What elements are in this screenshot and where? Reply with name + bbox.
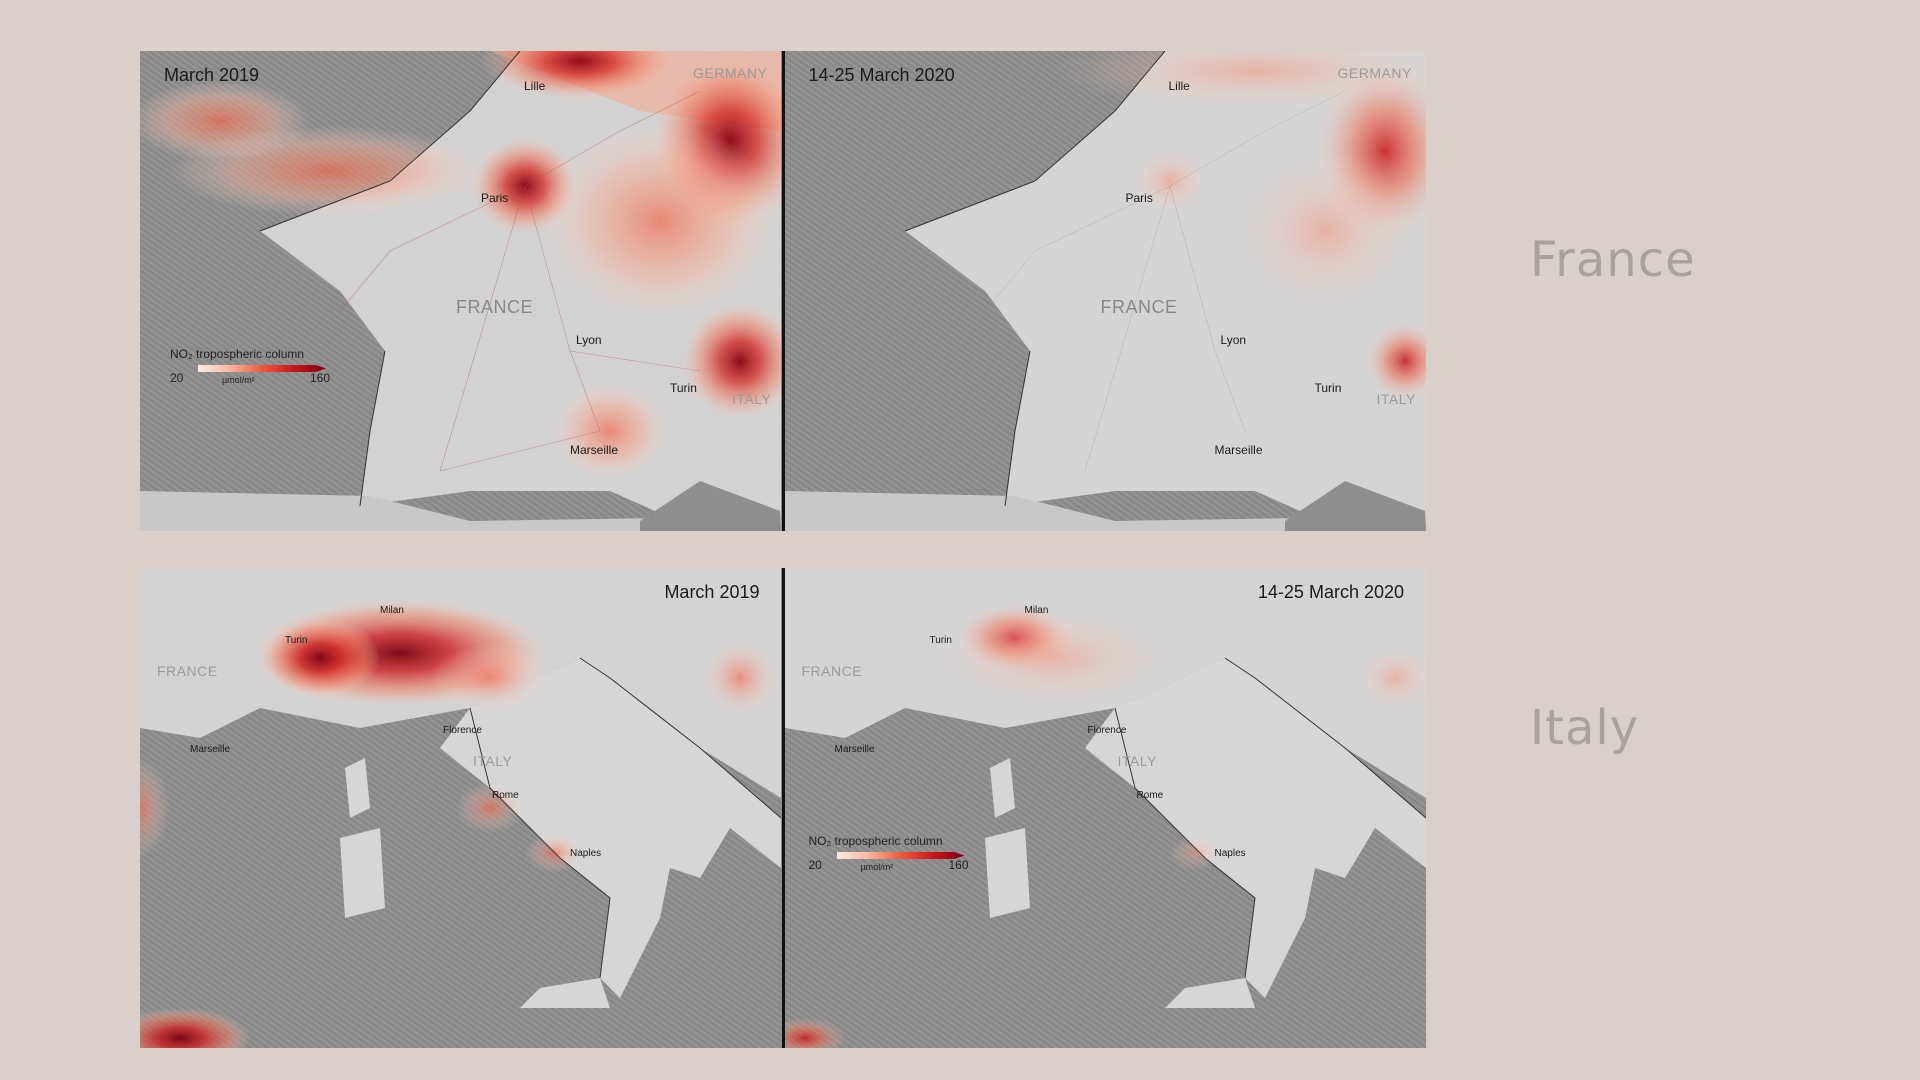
- legend-max: 160: [309, 371, 330, 385]
- france-2019-map-graphic: [140, 51, 781, 531]
- italy-map-row: March 2019 FRANCE ITALY Milan Turin Mars…: [140, 568, 1426, 1048]
- city-label-marseille: Marseille: [570, 443, 619, 457]
- panel-title: 14-25 March 2020: [808, 65, 955, 85]
- legend-color-bar: [836, 852, 965, 859]
- country-label-france: FRANCE: [801, 663, 863, 679]
- city-label-turin: Turin: [285, 635, 308, 646]
- legend-max: 160: [948, 858, 969, 872]
- city-label-lille: Lille: [524, 79, 546, 93]
- france-2019-map: March 2019 GERMANY FRANCE ITALY Lille Pa…: [140, 51, 782, 531]
- panel-title: March 2019: [664, 582, 760, 602]
- panel-title: 14-25 March 2020: [1257, 582, 1404, 602]
- legend-min: 20: [808, 858, 822, 872]
- country-label-germany: GERMANY: [1337, 65, 1412, 81]
- country-label-france: FRANCE: [456, 297, 534, 317]
- country-label-italy: ITALY: [1117, 753, 1157, 769]
- panel-title: March 2019: [164, 65, 260, 85]
- country-label-germany: GERMANY: [693, 65, 768, 81]
- region-label-italy: Italy: [1530, 700, 1640, 756]
- city-label-naples: Naples: [1214, 848, 1246, 859]
- country-label-italy: ITALY: [473, 753, 513, 769]
- no2-legend: NO₂ tropospheric column 20 µmol/m² 160: [809, 834, 969, 878]
- country-label-italy: ITALY: [732, 391, 772, 407]
- city-label-lyon: Lyon: [576, 333, 602, 347]
- city-label-florence: Florence: [443, 725, 482, 736]
- france-map-row: March 2019 GERMANY FRANCE ITALY Lille Pa…: [140, 51, 1426, 531]
- italy-2020-map: 14-25 March 2020 FRANCE ITALY Milan Turi…: [784, 568, 1426, 1048]
- city-label-turin: Turin: [1314, 381, 1342, 395]
- city-label-rome: Rome: [492, 790, 519, 801]
- legend-min: 20: [170, 371, 184, 385]
- region-label-france: France: [1530, 232, 1696, 288]
- city-label-lyon: Lyon: [1220, 333, 1247, 347]
- legend-color-bar: [198, 365, 326, 372]
- france-2020-map: 14-25 March 2020 GERMANY FRANCE ITALY Li…: [784, 51, 1426, 531]
- no2-legend: NO₂ tropospheric column 20 µmol/m² 160: [170, 347, 330, 391]
- city-label-turin: Turin: [670, 381, 697, 395]
- legend-title: NO₂ tropospheric column: [170, 347, 305, 361]
- italy-2020-map-graphic: [784, 568, 1426, 1048]
- city-label-marseille: Marseille: [1214, 443, 1263, 457]
- legend-unit: µmol/m²: [222, 375, 255, 385]
- city-label-milan: Milan: [380, 605, 404, 616]
- city-label-florence: Florence: [1087, 725, 1127, 736]
- city-label-turin: Turin: [929, 635, 952, 646]
- italy-2019-map-graphic: [140, 568, 781, 1048]
- city-label-marseille: Marseille: [190, 744, 231, 755]
- italy-2019-map: March 2019 FRANCE ITALY Milan Turin Mars…: [140, 568, 782, 1048]
- france-2020-map-graphic: [784, 51, 1426, 531]
- city-label-paris: Paris: [481, 191, 509, 205]
- country-label-italy: ITALY: [1376, 391, 1416, 407]
- country-label-france: FRANCE: [1100, 297, 1178, 317]
- city-label-marseille: Marseille: [834, 744, 875, 755]
- city-label-rome: Rome: [1136, 790, 1164, 801]
- city-label-naples: Naples: [570, 848, 602, 859]
- legend-unit: µmol/m²: [860, 862, 894, 872]
- country-label-france: FRANCE: [157, 663, 218, 679]
- legend-title: NO₂ tropospheric column: [808, 834, 943, 848]
- city-label-paris: Paris: [1125, 191, 1153, 205]
- city-label-milan: Milan: [1024, 605, 1049, 616]
- city-label-lille: Lille: [1168, 79, 1190, 93]
